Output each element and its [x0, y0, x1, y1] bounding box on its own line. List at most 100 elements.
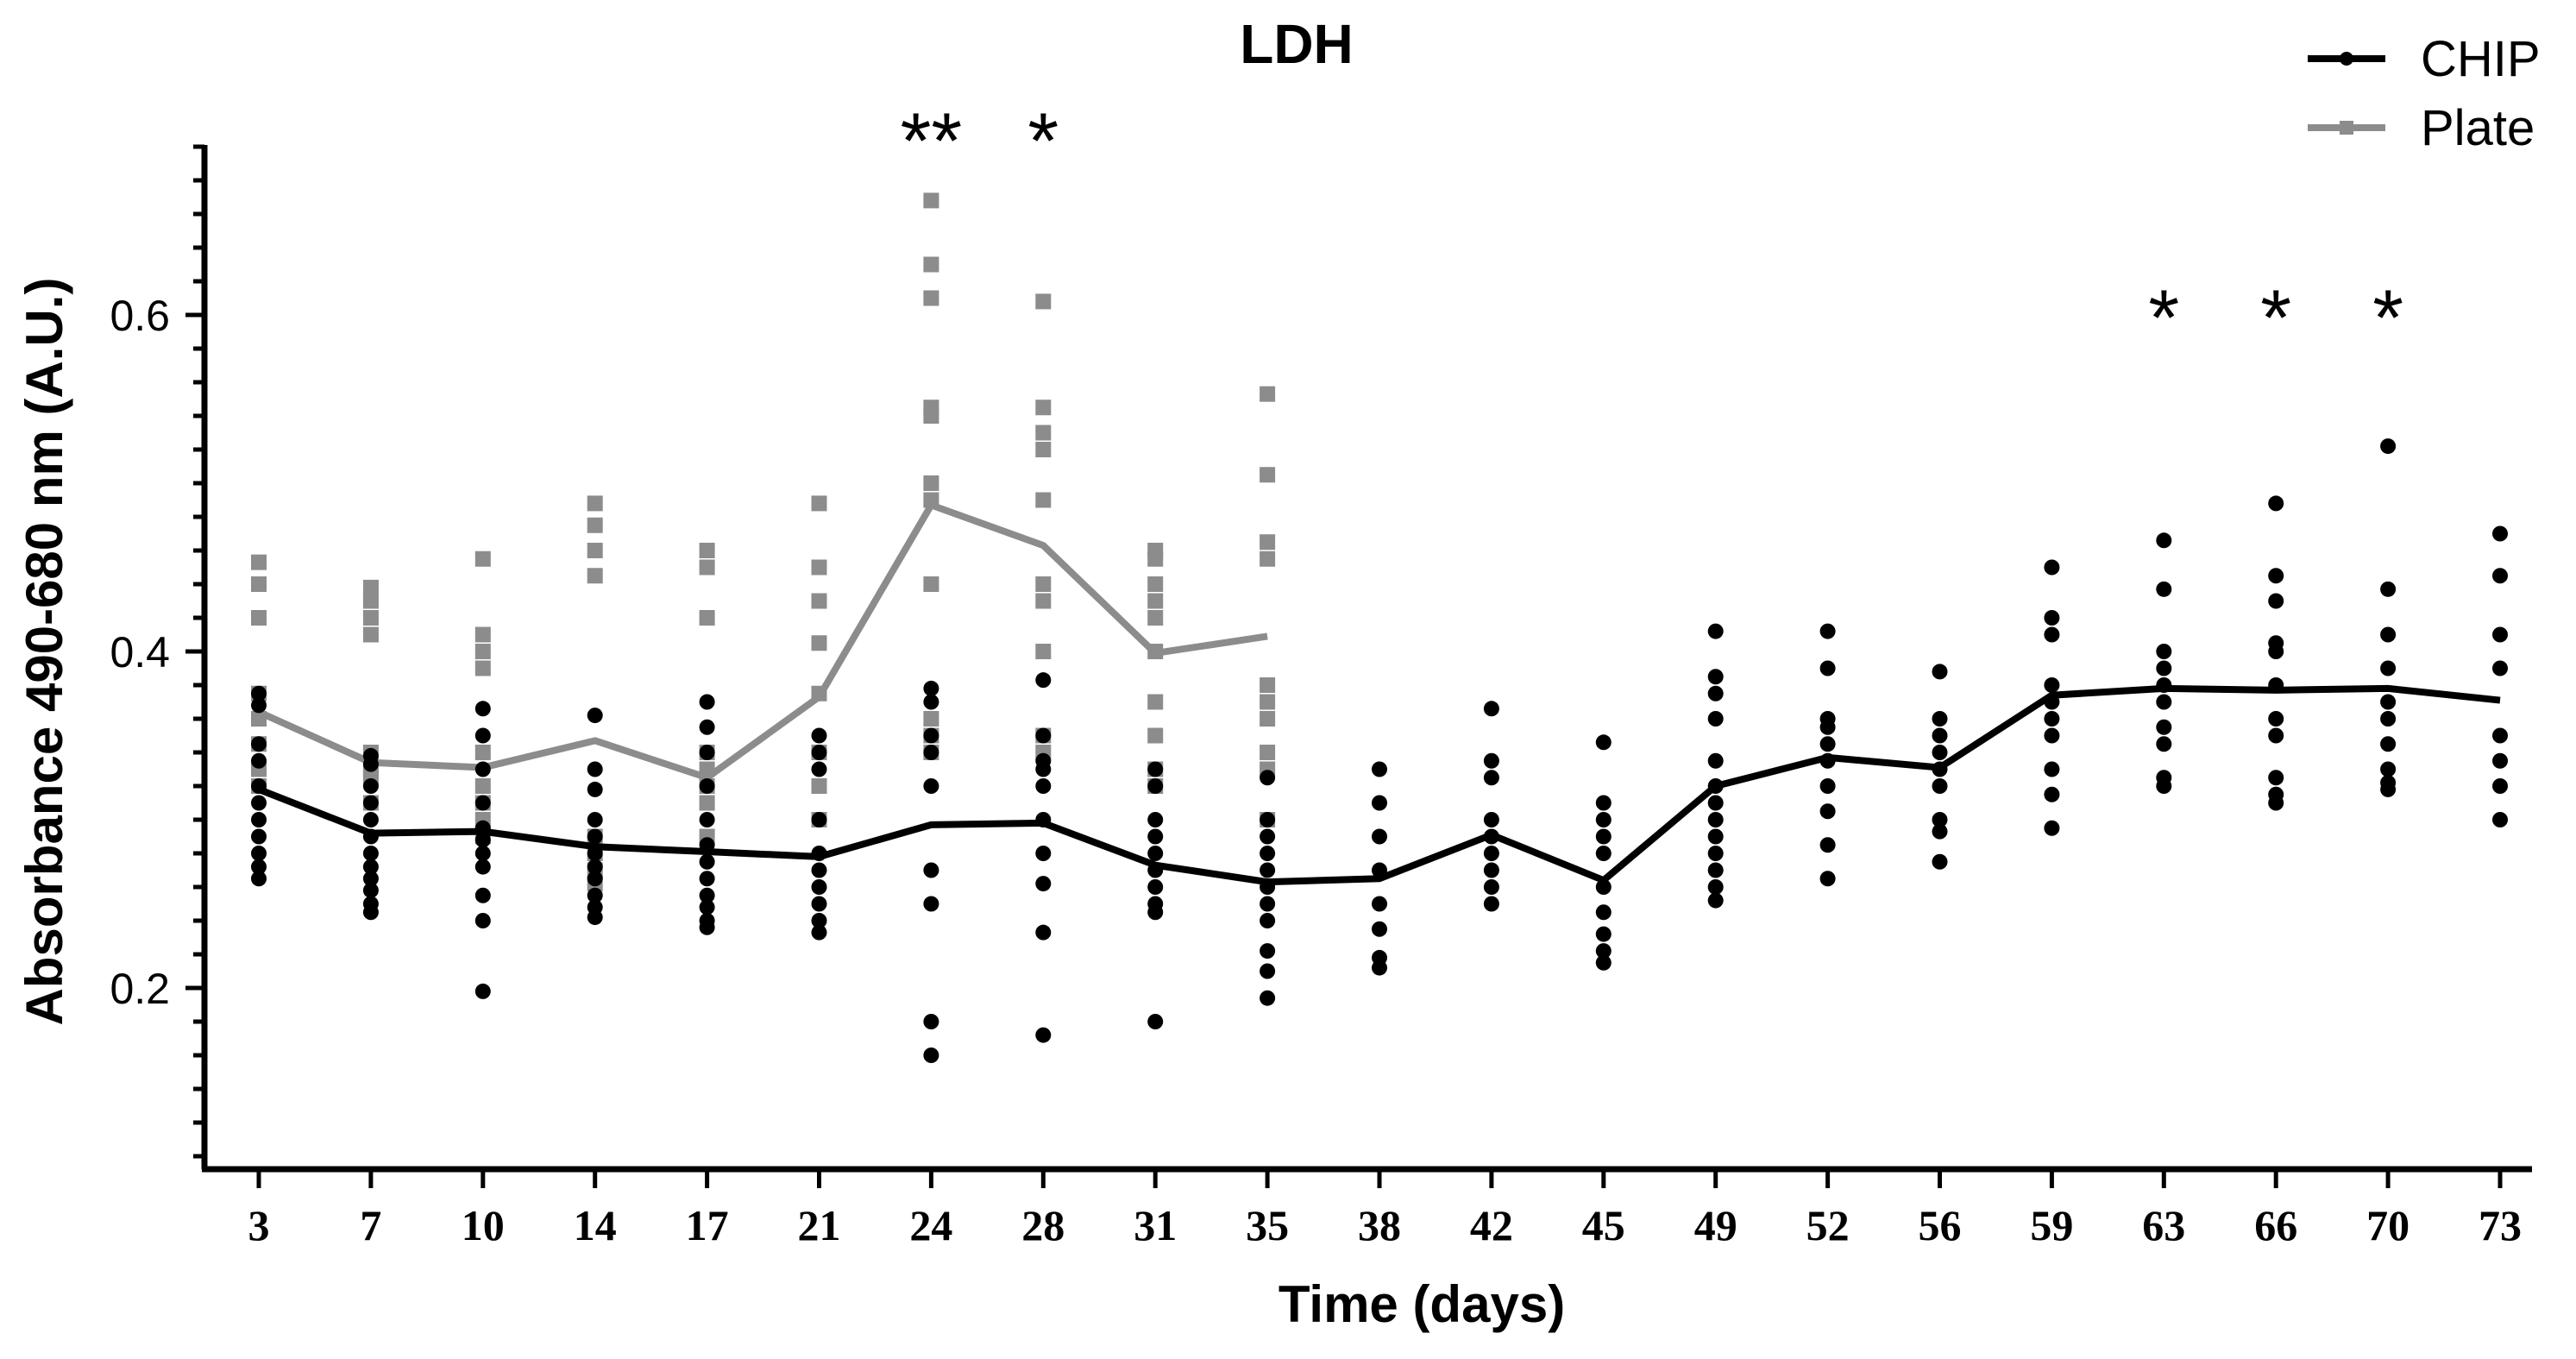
chip-point: [587, 828, 603, 845]
chip-point: [2492, 752, 2508, 769]
chip-point: [362, 795, 379, 811]
plate-point: [362, 593, 379, 609]
x-tick-label: 3: [248, 1201, 270, 1249]
chip-point: [1483, 896, 1499, 912]
chip-point: [474, 701, 491, 717]
plate-point: [923, 576, 939, 592]
chip-point: [1595, 879, 1612, 895]
legend: CHIP Plate: [2308, 31, 2541, 156]
x-tick-label: 35: [1246, 1201, 1289, 1249]
x-tick-label: 56: [1919, 1201, 1962, 1249]
chip-mean-line: [257, 684, 2501, 886]
x-tick-label: 42: [1470, 1201, 1513, 1249]
significance-marker: *: [2148, 274, 2179, 362]
chip-point: [251, 871, 267, 887]
legend-chip-label: CHIP: [2421, 31, 2541, 87]
chip-point: [1932, 812, 1948, 827]
legend-chip-marker: [2340, 52, 2353, 66]
chip-point: [923, 680, 939, 696]
chip-point: [1819, 736, 1836, 752]
chip-point: [251, 812, 267, 827]
plate-point: [699, 559, 715, 576]
chip-point: [2156, 581, 2172, 597]
plate-point: [1035, 425, 1052, 441]
chip-point: [1372, 896, 1387, 912]
chip-point: [1932, 853, 1948, 870]
chip-point: [923, 862, 939, 878]
chip-point: [587, 909, 603, 926]
chip-point: [1372, 959, 1387, 976]
chip-point: [2268, 727, 2284, 744]
chip-point: [1932, 823, 1948, 840]
chip-point: [587, 887, 603, 903]
chip-point: [2268, 568, 2284, 584]
chip-point: [1595, 795, 1612, 811]
plate-point: [362, 626, 379, 643]
chip-point: [2492, 525, 2508, 542]
chip-point: [2044, 786, 2060, 802]
chip-point: [251, 736, 267, 752]
chip-point: [1147, 761, 1164, 777]
chip-point: [811, 745, 827, 760]
legend-item-chip: CHIP: [2308, 31, 2541, 87]
chip-point: [474, 761, 491, 777]
chip-point: [1595, 954, 1612, 971]
significance-marker: *: [1027, 98, 1059, 186]
plate-point: [1147, 593, 1164, 609]
plate-point: [251, 610, 267, 626]
chip-point: [1260, 828, 1276, 845]
chip-point: [1035, 727, 1052, 744]
plate-point: [587, 543, 603, 558]
chip-point: [2492, 778, 2508, 794]
chip-point: [2268, 644, 2284, 659]
chip-point: [2380, 438, 2397, 455]
chip-point: [1932, 727, 1948, 744]
plate-series: [251, 192, 1276, 892]
chip-point: [1483, 770, 1499, 786]
chip-point: [811, 924, 827, 941]
plate-point: [1260, 745, 1276, 760]
plate-point: [699, 795, 715, 811]
chip-point: [362, 904, 379, 921]
chip-point: [1595, 812, 1612, 827]
x-tick-label: 10: [462, 1201, 505, 1249]
chip-point: [923, 896, 939, 912]
chip-point: [1707, 669, 1724, 685]
x-tick-label: 45: [1582, 1201, 1625, 1249]
chip-point: [362, 859, 379, 875]
chip-point: [1819, 837, 1836, 853]
plate-point: [811, 593, 827, 609]
plate-point: [1147, 694, 1164, 710]
plate-point: [587, 517, 603, 533]
significance-marker: **: [901, 98, 963, 186]
chip-point: [2492, 660, 2508, 676]
significance-annotations: ** ** * *: [901, 98, 2403, 362]
chip-point: [811, 812, 827, 827]
chip-point: [2156, 660, 2172, 676]
chip-point: [1483, 862, 1499, 878]
chip-point: [1147, 846, 1164, 861]
chip-point: [699, 899, 715, 915]
plate-point: [923, 475, 939, 491]
chip-point: [1483, 879, 1499, 895]
chip-point: [1819, 871, 1836, 887]
chip-point: [1707, 752, 1724, 769]
chip-point: [1932, 711, 1948, 727]
plate-point: [811, 559, 827, 576]
x-tick-label: 49: [1694, 1201, 1737, 1249]
chip-point: [699, 719, 715, 735]
plate-point: [474, 660, 491, 676]
chip-point: [1707, 623, 1724, 639]
chip-point: [1707, 795, 1724, 811]
chip-point: [1707, 862, 1724, 878]
plate-point: [1260, 711, 1276, 727]
chip-point: [1035, 846, 1052, 861]
chip-point: [2268, 495, 2284, 512]
chip-point: [362, 871, 379, 887]
chip-point: [1932, 745, 1948, 760]
chip-point: [2044, 559, 2060, 576]
chip-point: [2156, 694, 2172, 710]
chip-point: [474, 795, 491, 811]
chip-point: [923, 1014, 939, 1029]
